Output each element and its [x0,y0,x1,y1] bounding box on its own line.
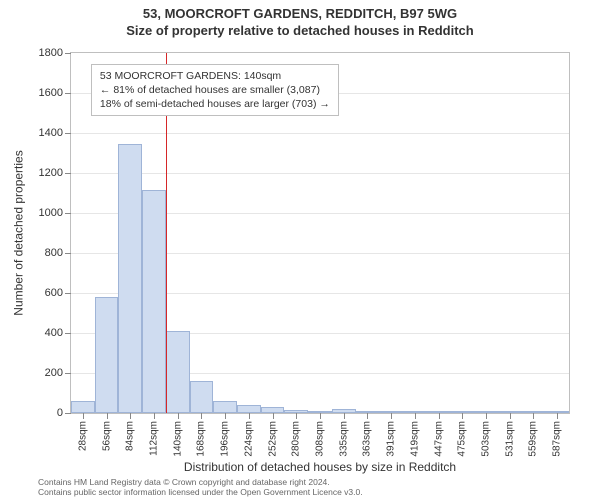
x-tick [510,413,511,419]
y-tick-label: 1000 [39,207,63,219]
footer-attribution: Contains HM Land Registry data © Crown c… [38,477,363,498]
annotation-box: 53 MOORCROFT GARDENS: 140sqm← 81% of det… [91,64,339,117]
x-tick [367,413,368,419]
x-tick [415,413,416,419]
y-tick-label: 0 [57,407,63,419]
gridline [71,173,569,174]
x-tick [225,413,226,419]
x-tick-label: 419sqm [409,421,420,457]
histogram-bar [166,331,190,413]
y-axis-label-text: Number of detached properties [12,150,26,315]
x-tick-label: 252sqm [267,421,278,457]
x-tick [439,413,440,419]
x-tick [462,413,463,419]
x-tick-label: 112sqm [149,421,160,456]
histogram-bar [118,144,142,413]
y-tick-label: 600 [45,287,63,299]
x-tick-label: 56sqm [101,421,112,451]
y-tick [65,213,71,214]
x-tick [273,413,274,419]
x-tick-label: 363sqm [362,421,373,457]
footer-line-1: Contains HM Land Registry data © Crown c… [38,477,363,488]
x-tick-label: 559sqm [528,421,539,457]
y-tick [65,293,71,294]
y-tick [65,253,71,254]
x-tick [107,413,108,419]
x-tick-label: 447sqm [433,421,444,457]
y-axis-label: Number of detached properties [10,52,28,414]
x-tick-label: 335sqm [338,421,349,457]
y-tick [65,93,71,94]
histogram-bar [213,401,237,413]
gridline [71,133,569,134]
y-tick-label: 1200 [39,167,63,179]
x-tick [320,413,321,419]
y-tick-label: 1400 [39,127,63,139]
x-tick-label: 168sqm [196,421,207,457]
plot-area: 02004006008001000120014001600180028sqm56… [70,52,570,414]
x-tick [533,413,534,419]
y-tick [65,333,71,334]
histogram-bar [142,190,166,413]
y-tick-label: 1800 [39,47,63,59]
histogram-bar [71,401,95,413]
title-line-1: 53, MOORCROFT GARDENS, REDDITCH, B97 5WG [0,6,600,21]
x-tick [249,413,250,419]
x-tick [130,413,131,419]
y-tick [65,133,71,134]
x-tick-label: 84sqm [125,421,136,451]
title-line-2: Size of property relative to detached ho… [0,23,600,38]
x-tick [391,413,392,419]
x-tick-label: 503sqm [481,421,492,457]
x-tick-label: 196sqm [220,421,231,457]
footer-line-2: Contains public sector information licen… [38,487,363,498]
y-tick-label: 800 [45,247,63,259]
title-block: 53, MOORCROFT GARDENS, REDDITCH, B97 5WG… [0,6,600,38]
y-tick [65,173,71,174]
histogram-bar [95,297,119,413]
x-tick-label: 475sqm [457,421,468,457]
annotation-line-1: 53 MOORCROFT GARDENS: 140sqm [100,69,330,83]
histogram-bar [190,381,214,413]
x-tick [154,413,155,419]
y-tick [65,53,71,54]
y-tick-label: 1600 [39,87,63,99]
x-tick-label: 391sqm [386,421,397,457]
x-tick [344,413,345,419]
x-tick-label: 280sqm [291,421,302,457]
x-tick-label: 224sqm [243,421,254,457]
histogram-bar [237,405,261,413]
x-tick [178,413,179,419]
annotation-line-3: 18% of semi-detached houses are larger (… [100,97,330,111]
x-tick [201,413,202,419]
x-axis-label: Distribution of detached houses by size … [70,460,570,474]
x-tick [486,413,487,419]
x-tick-label: 28sqm [77,421,88,451]
x-tick [296,413,297,419]
y-tick-label: 400 [45,327,63,339]
x-tick-label: 140sqm [172,421,183,457]
annotation-line-2: ← 81% of detached houses are smaller (3,… [100,83,330,97]
y-tick [65,373,71,374]
x-tick-label: 308sqm [315,421,326,457]
x-tick-label: 587sqm [552,421,563,457]
x-tick [557,413,558,419]
chart-figure: 53, MOORCROFT GARDENS, REDDITCH, B97 5WG… [0,0,600,500]
y-tick-label: 200 [45,367,63,379]
y-tick [65,413,71,414]
x-tick-label: 531sqm [504,421,515,457]
x-tick [83,413,84,419]
